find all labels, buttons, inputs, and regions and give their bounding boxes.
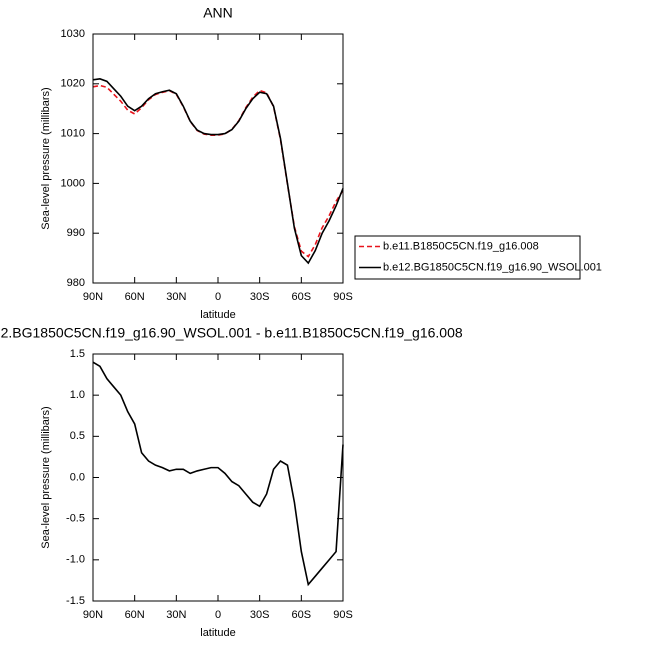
y-tick-label: 0.5 [70, 430, 85, 442]
x-tick-label: 90S [333, 609, 353, 621]
y-tick-label: 0.0 [70, 471, 85, 483]
x-tick-label: 90N [83, 291, 103, 303]
chart-title: ANN [203, 5, 233, 21]
x-tick-label: 30S [250, 291, 270, 303]
y-tick-label: 980 [67, 277, 85, 289]
y-tick-label: -0.5 [66, 513, 85, 525]
legend-box [354, 235, 581, 280]
data-line [92, 77, 344, 265]
data-line [92, 84, 344, 258]
x-tick-label: 0 [215, 609, 221, 621]
x-tick-label: 60S [292, 609, 312, 621]
y-tick-label: -1.5 [66, 595, 85, 607]
x-tick-label: 30N [166, 609, 186, 621]
legend-label: b.e11.B1850C5CN.f19_g16.008 [383, 240, 539, 252]
y-tick-label: 1.0 [70, 389, 85, 401]
legend-label: b.e12.BG1850C5CN.f19_g16.90_WSOL.001 [383, 261, 602, 273]
y-tick-label: 1000 [61, 177, 85, 189]
y-tick-label: 1030 [61, 28, 85, 40]
y-tick-label: 1010 [61, 128, 85, 140]
y-tick-label: 990 [67, 227, 85, 239]
y-axis-label: Sea-level pressure (millibars) [40, 406, 52, 548]
x-axis-label: latitude [200, 309, 235, 321]
chart-title: b.e12.BG1850C5CN.f19_g16.90_WSOL.001 - b… [0, 325, 463, 341]
y-axis-label: Sea-level pressure (millibars) [40, 87, 52, 229]
x-axis-label: latitude [200, 627, 235, 639]
plot-frame [92, 33, 344, 284]
x-tick-label: 90N [83, 609, 103, 621]
data-line [92, 361, 344, 587]
x-tick-label: 90S [333, 291, 353, 303]
y-tick-label: -1.0 [66, 554, 85, 566]
plot-frame [92, 353, 344, 602]
x-tick-label: 30S [250, 609, 270, 621]
x-tick-label: 60S [292, 291, 312, 303]
x-tick-label: 60N [125, 609, 145, 621]
x-tick-label: 0 [215, 291, 221, 303]
x-tick-label: 60N [125, 291, 145, 303]
y-tick-label: 1.5 [70, 348, 85, 360]
y-tick-label: 1020 [61, 78, 85, 90]
x-tick-label: 30N [166, 291, 186, 303]
